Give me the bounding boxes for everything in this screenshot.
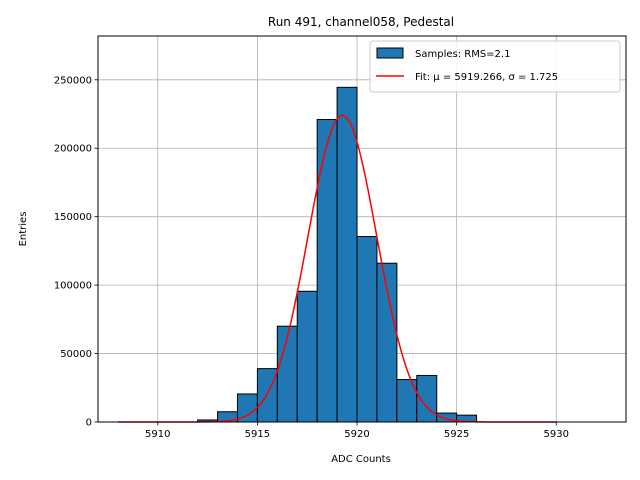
x-tick-label: 5920: [344, 429, 369, 440]
x-axis-label: ADC Counts: [331, 454, 391, 465]
y-tick-label: 0: [86, 418, 92, 429]
legend-fit-label: Fit: μ = 5919.266, σ = 1.725: [415, 72, 558, 83]
histogram-bar: [336, 86, 358, 423]
x-tick-label: 5915: [245, 429, 270, 440]
x-tick-label: 5910: [145, 429, 170, 440]
chart-title: Run 491, channel058, Pedestal: [268, 15, 454, 29]
y-tick-label: 150000: [54, 212, 92, 223]
y-tick-label: 200000: [54, 144, 92, 155]
plot-frame: [97, 35, 627, 423]
histogram-bar: [356, 236, 378, 423]
histogram-bar: [316, 118, 338, 423]
histogram-bar: [256, 368, 278, 423]
y-axis-label: Entries: [18, 212, 29, 247]
y-tick-label: 50000: [60, 349, 92, 360]
x-tick-label: 5930: [544, 429, 569, 440]
legend-histogram-label: Samples: RMS=2.1: [415, 49, 510, 60]
legend: Samples: RMS=2.1 Fit: μ = 5919.266, σ = …: [369, 40, 621, 93]
y-tick-label: 100000: [54, 281, 92, 292]
histogram-bars: [197, 86, 478, 423]
axis-ticks: 5910 5915 5920 5925 5930 0 50000 100000 150000 20…: [54, 75, 569, 440]
histogram-bar: [276, 325, 298, 423]
histogram-bar: [296, 290, 318, 423]
x-tick-label: 5925: [444, 429, 469, 440]
legend-box: [369, 40, 621, 93]
legend-histogram-swatch: [376, 47, 404, 59]
y-tick-label: 250000: [54, 75, 92, 86]
